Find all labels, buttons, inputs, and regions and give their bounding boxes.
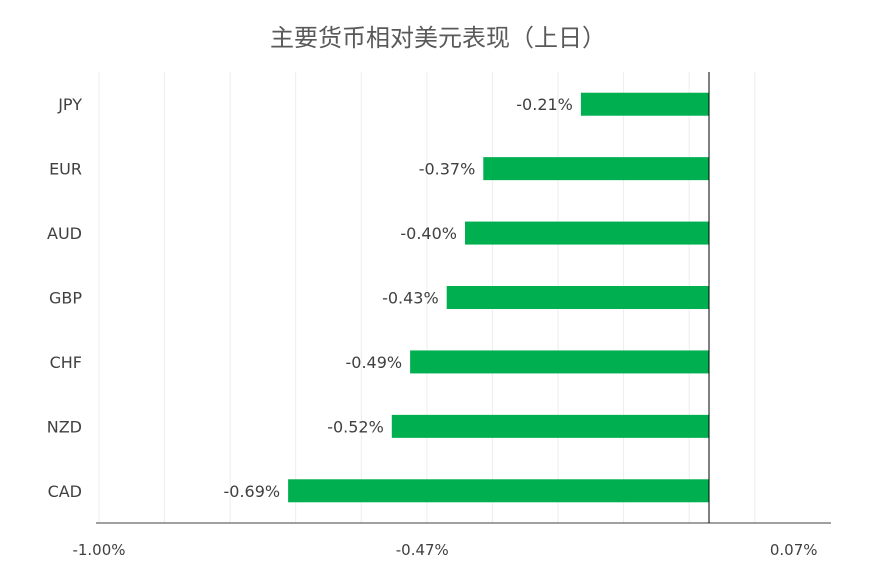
category-labels: JPY EUR AUD GBP CHF NZD CAD [47,95,83,501]
bar-eur [483,157,709,181]
data-label-nzd: -0.52% [327,417,384,436]
bar-nzd [391,414,709,438]
category-label-chf: CHF [50,353,82,372]
data-label-cad: -0.69% [223,482,280,501]
bar-cad [288,479,709,503]
category-label-jpy: JPY [57,95,82,114]
bars [288,92,709,503]
bar-jpy [580,92,709,116]
x-tick-label: 0.07% [770,541,818,559]
bar-gbp [446,286,709,309]
data-labels: -0.21% -0.37% -0.40% -0.43% -0.49% -0.52% -0.6… [223,95,572,501]
x-tick-labels: -1.00% -0.47% 0.07% [72,541,817,559]
bar-aud [465,221,709,245]
x-tick-label: -1.00% [72,541,125,559]
data-label-aud: -0.40% [400,224,457,243]
category-label-aud: AUD [47,224,82,243]
chart-title: 主要货币相对美元表现（上日） [270,24,606,52]
data-label-gbp: -0.43% [382,289,439,308]
category-label-eur: EUR [49,160,82,179]
x-tick-label: -0.47% [396,541,449,559]
category-label-gbp: GBP [49,289,82,308]
bar-chf [410,350,709,374]
data-label-chf: -0.49% [345,353,402,372]
category-label-nzd: NZD [47,417,82,436]
data-label-eur: -0.37% [419,160,476,179]
category-label-cad: CAD [48,482,82,501]
data-label-jpy: -0.21% [516,95,573,114]
